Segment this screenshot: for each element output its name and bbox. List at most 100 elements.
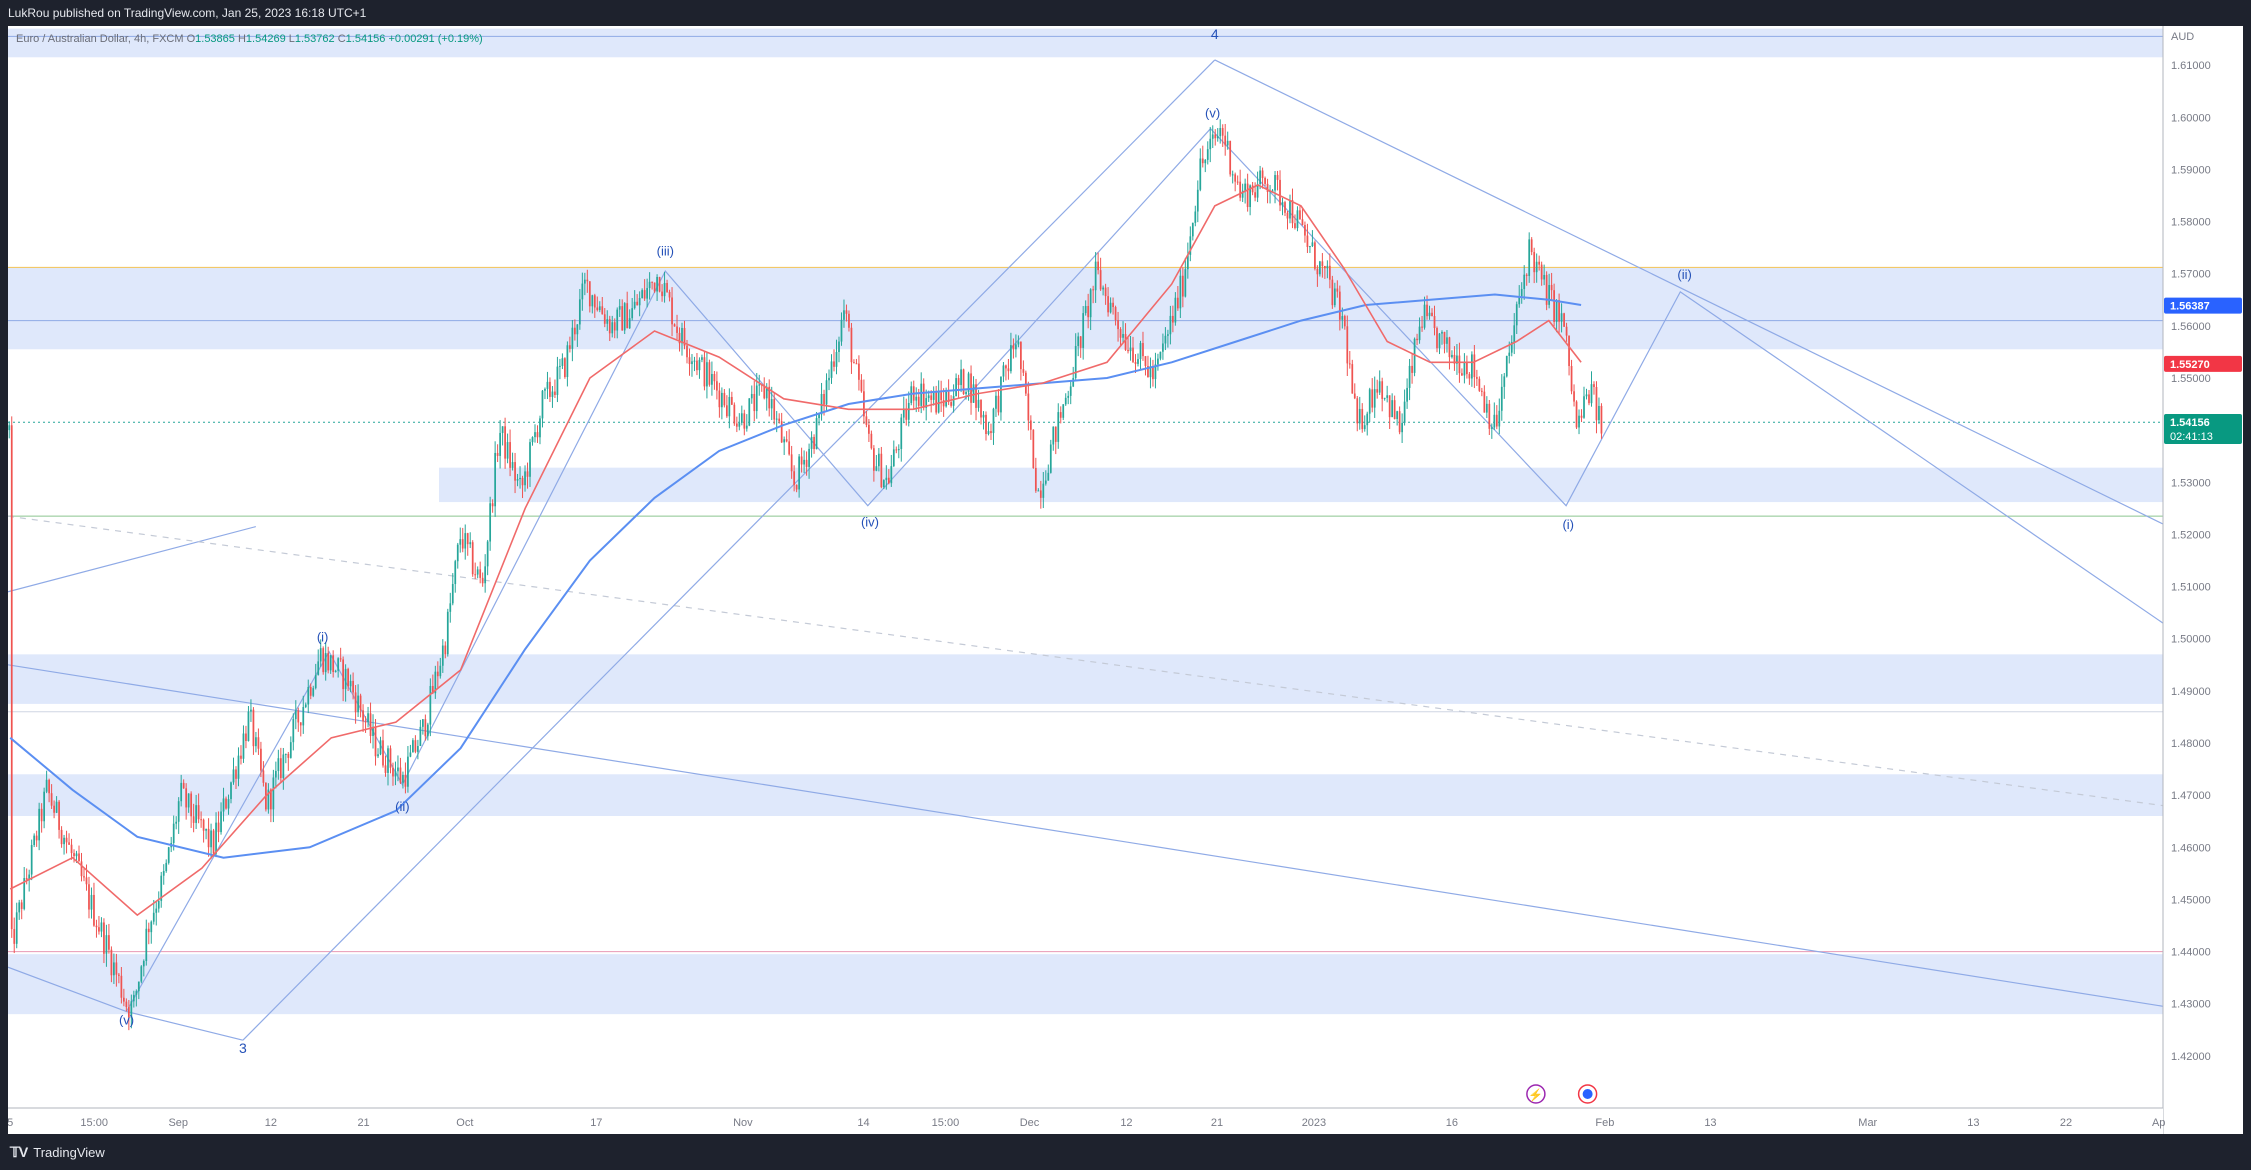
candle-body (1488, 403, 1491, 429)
candle-body (476, 569, 479, 575)
candle-body (1034, 468, 1037, 491)
candle-body (838, 341, 840, 353)
candle-body (1443, 331, 1446, 344)
candle-body (997, 395, 1000, 413)
candle-body (1294, 223, 1296, 229)
candle-body (990, 431, 992, 434)
candle-body (260, 748, 262, 771)
candle-body (419, 726, 422, 746)
candle-body (706, 362, 708, 387)
candle-body (1416, 338, 1418, 341)
candle-body (157, 900, 160, 909)
time-axis-background (8, 1108, 2163, 1134)
x-tick-label: 21 (357, 1117, 369, 1129)
candle-body (1291, 200, 1294, 224)
candle-body (392, 767, 394, 777)
candle-body (1563, 313, 1565, 327)
candle-body (1396, 411, 1399, 419)
candle-body (165, 862, 168, 872)
candle-body (1107, 296, 1109, 313)
candle-body (1214, 134, 1217, 139)
candle-body (758, 384, 761, 386)
candle-body (1438, 333, 1441, 349)
candle-body (1132, 347, 1134, 363)
candle-body (1448, 337, 1451, 358)
x-tick-label: 12 (265, 1117, 277, 1129)
candle-body (1558, 300, 1560, 322)
candle-body (1321, 261, 1324, 267)
candle-body (1510, 342, 1513, 353)
candle-body (474, 574, 477, 576)
candle-body (603, 314, 606, 324)
candle-body (48, 779, 50, 794)
candle-body (1057, 412, 1060, 442)
price-chart[interactable]: 4 (v) (iii) (iv) (ii) (i) (i) (ii) (v) 3 AUD 1.6100… (7, 26, 2243, 1134)
candle-body (1206, 149, 1209, 160)
tradingview-logo[interactable]: 𝕋V TradingView (10, 1144, 105, 1161)
candle-body (137, 981, 140, 992)
candle-body (1226, 140, 1229, 146)
candle-body (618, 306, 621, 310)
candle-body (1289, 200, 1291, 219)
candle-body (222, 798, 225, 812)
candle-body (1343, 316, 1346, 327)
x-tick-label: Ap (2152, 1117, 2165, 1129)
candle-body (775, 418, 778, 420)
y-tick-label: 1.56000 (2171, 321, 2211, 333)
candle-body (424, 719, 427, 737)
candle-body (1059, 412, 1062, 418)
support-zone (8, 28, 2163, 58)
candle-body (1062, 404, 1065, 418)
candle-body (274, 771, 277, 778)
candle-body (835, 352, 838, 367)
candle-body (753, 393, 756, 412)
trend-line (242, 59, 1216, 1041)
wave-label: 3 (239, 1040, 247, 1056)
candle-body (1411, 365, 1413, 373)
legend-symbol: Euro / Australian Dollar, 4h, FXCM (16, 33, 187, 45)
candle-body (1578, 415, 1580, 428)
candle-body (25, 877, 28, 880)
candle-body (339, 658, 342, 660)
candle-body (1204, 159, 1207, 164)
candle-body (1266, 183, 1269, 192)
candle-body (130, 1001, 133, 1018)
candle-body (788, 441, 791, 455)
symbol-legend: Euro / Australian Dollar, 4h, FXCM O1.53… (16, 33, 483, 45)
candle-body (880, 453, 883, 488)
price-badge-value: 1.56387 (2170, 301, 2210, 313)
chart-frame[interactable]: 4 (v) (iii) (iv) (ii) (i) (i) (ii) (v) 3 AUD 1.6100… (7, 26, 2243, 1134)
candle-body (519, 477, 521, 480)
candle-body (55, 801, 58, 813)
candle-body (850, 327, 853, 363)
candle-body (740, 413, 743, 423)
candle-body (721, 392, 723, 408)
candle-body (813, 436, 815, 450)
candle-body (1027, 393, 1030, 421)
candle-body (1134, 362, 1137, 364)
candle-body (1084, 306, 1087, 314)
wave-label: (iii) (657, 243, 674, 258)
candle-body (626, 303, 629, 329)
candle-body (1221, 128, 1224, 136)
candle-body (1363, 425, 1366, 430)
x-tick-label: 16 (1446, 1117, 1458, 1129)
candle-body (1211, 134, 1214, 139)
candle-body (407, 756, 409, 787)
candle-body (1515, 304, 1518, 326)
support-zone (8, 654, 2163, 704)
candle-body (868, 424, 870, 434)
candle-body (217, 822, 220, 833)
candle-body (446, 611, 449, 655)
candle-body (1074, 346, 1077, 378)
candle-body (1077, 336, 1080, 347)
candle-body (1234, 174, 1237, 182)
candle-body (1600, 405, 1603, 434)
candle-body (977, 399, 980, 408)
candle-body (284, 753, 287, 755)
candle-body (250, 709, 252, 712)
candle-body (1144, 356, 1147, 366)
candle-body (1296, 210, 1299, 229)
candle-body (162, 871, 165, 876)
candle-body (613, 322, 616, 331)
